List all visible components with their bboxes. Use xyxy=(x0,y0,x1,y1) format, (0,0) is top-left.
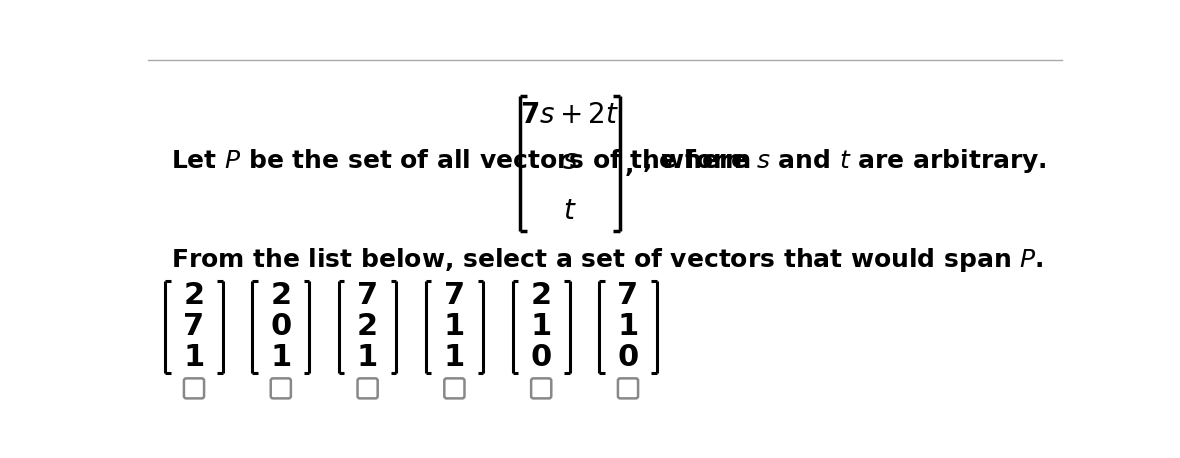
Text: 2: 2 xyxy=(183,282,204,311)
Text: ,: , xyxy=(625,153,635,177)
FancyBboxPatch shape xyxy=(184,378,204,398)
Text: 1: 1 xyxy=(444,312,465,341)
Text: Let $\mathit{P}$ be the set of all vectors of the form: Let $\mathit{P}$ be the set of all vecto… xyxy=(171,149,750,173)
Text: $\mathbf{7}s + 2t$: $\mathbf{7}s + 2t$ xyxy=(520,101,620,129)
Text: 1: 1 xyxy=(270,343,291,372)
FancyBboxPatch shape xyxy=(618,378,638,398)
FancyBboxPatch shape xyxy=(270,378,291,398)
Text: 2: 2 xyxy=(531,282,552,311)
Text: From the list below, select a set of vectors that would span $\mathit{P}$.: From the list below, select a set of vec… xyxy=(171,246,1043,274)
FancyBboxPatch shape xyxy=(358,378,378,398)
Text: 1: 1 xyxy=(617,312,638,341)
Text: 0: 0 xyxy=(270,312,291,341)
Text: 7: 7 xyxy=(183,312,204,341)
Text: 2: 2 xyxy=(358,312,378,341)
Text: 1: 1 xyxy=(358,343,379,372)
Text: $s$: $s$ xyxy=(562,147,578,175)
Text: 1: 1 xyxy=(183,343,204,372)
FancyBboxPatch shape xyxy=(445,378,465,398)
FancyBboxPatch shape xyxy=(531,378,551,398)
Text: , where $s$ and $t$ are arbitrary.: , where $s$ and $t$ are arbitrary. xyxy=(642,147,1047,175)
Text: 7: 7 xyxy=(617,282,638,311)
Text: 0: 0 xyxy=(617,343,638,372)
Text: 2: 2 xyxy=(270,282,291,311)
Text: $t$: $t$ xyxy=(563,197,577,225)
Text: 1: 1 xyxy=(531,312,552,341)
Text: 0: 0 xyxy=(531,343,552,372)
Text: 7: 7 xyxy=(444,282,465,311)
Text: 7: 7 xyxy=(358,282,378,311)
Text: 1: 1 xyxy=(444,343,465,372)
